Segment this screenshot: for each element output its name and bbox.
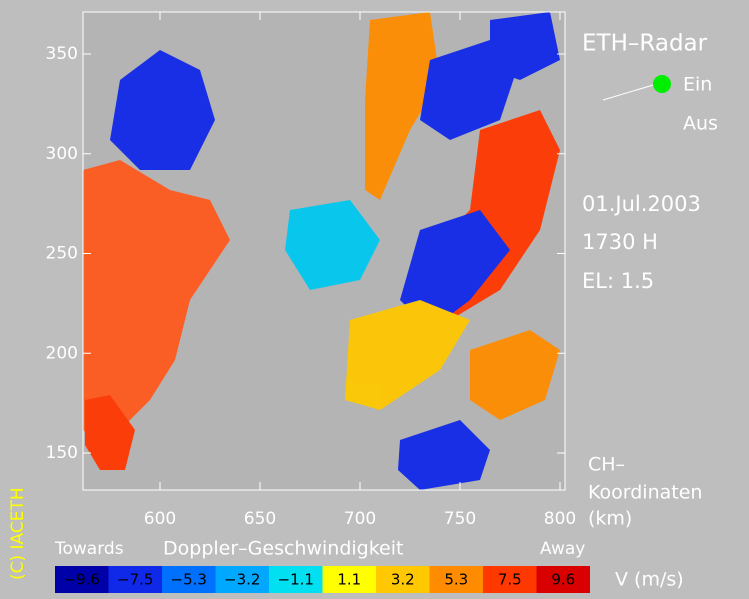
colorbar-cell (536, 566, 590, 593)
elevation: EL: 1.5 (582, 269, 654, 293)
coord-label: CH– (588, 454, 625, 476)
colorbar-cell (55, 566, 109, 593)
coord-label: Koordinaten (588, 482, 702, 504)
x-tick-label: 650 (244, 509, 276, 529)
y-tick-label: 200 (46, 343, 78, 363)
y-tick-label: 250 (46, 244, 78, 264)
colorbar-cell (108, 566, 162, 593)
colorbar-unit: V (m/s) (615, 569, 684, 591)
time: 1730 H (582, 230, 658, 254)
radar-echoes (83, 12, 560, 490)
colorbar-label: 7.5 (498, 571, 522, 589)
colorbar-left-label: Towards (54, 539, 124, 559)
echo (285, 200, 380, 290)
axis-ticks: 600 650 700 750 800 150 200 250 300 350 (46, 12, 576, 529)
colorbar-title: Doppler–Geschwindigkeit (163, 538, 403, 560)
colorbar-label: 1.1 (337, 571, 361, 589)
y-tick-label: 350 (46, 44, 78, 64)
echo (83, 160, 230, 440)
y-tick-label: 150 (46, 443, 78, 463)
colorbar-label: −5.3 (171, 571, 207, 589)
status-off: Aus (683, 113, 718, 135)
radar-title: ETH–Radar (582, 31, 708, 57)
colorbar-cell (269, 566, 323, 593)
map-frame (82, 11, 566, 491)
echo (490, 12, 560, 80)
x-tick-label: 750 (444, 509, 476, 529)
copyright: (C) IACETH (8, 487, 28, 580)
y-tick-label: 300 (46, 144, 78, 164)
x-tick-label: 800 (544, 509, 576, 529)
colorbar-label: 9.6 (551, 571, 575, 589)
echo (365, 12, 440, 200)
colorbar-cell (483, 566, 537, 593)
colorbar-label: −3.2 (224, 571, 260, 589)
date: 01.Jul.2003 (582, 192, 701, 216)
echo (470, 330, 560, 420)
status-on: Ein (683, 74, 712, 96)
colorbar-label: −1.1 (278, 571, 314, 589)
colorbar-label: 5.3 (444, 571, 468, 589)
colorbar-cell (429, 566, 483, 593)
x-tick-label: 700 (344, 509, 376, 529)
colorbar-right-label: Away (540, 539, 585, 559)
echo (400, 210, 510, 330)
colorbar-cell (322, 566, 376, 593)
x-tick-label: 600 (144, 509, 176, 529)
echo (85, 395, 135, 470)
colorbar-label: 3.2 (391, 571, 415, 589)
colorbar: −9.6 −7.5 −5.3 −3.2 −1.1 1.1 3.2 5.3 7.5 9.6 (55, 566, 590, 593)
colorbar-label: −9.6 (64, 571, 100, 589)
echo (398, 420, 490, 490)
colorbar-cell (162, 566, 216, 593)
echo (345, 300, 470, 410)
pointer-line (602, 82, 661, 101)
colorbar-label: −7.5 (117, 571, 153, 589)
colorbar-cell (376, 566, 430, 593)
colorbar-cell (215, 566, 269, 593)
echo (110, 50, 215, 170)
status-indicator (653, 75, 671, 93)
coord-label: (km) (588, 508, 632, 530)
